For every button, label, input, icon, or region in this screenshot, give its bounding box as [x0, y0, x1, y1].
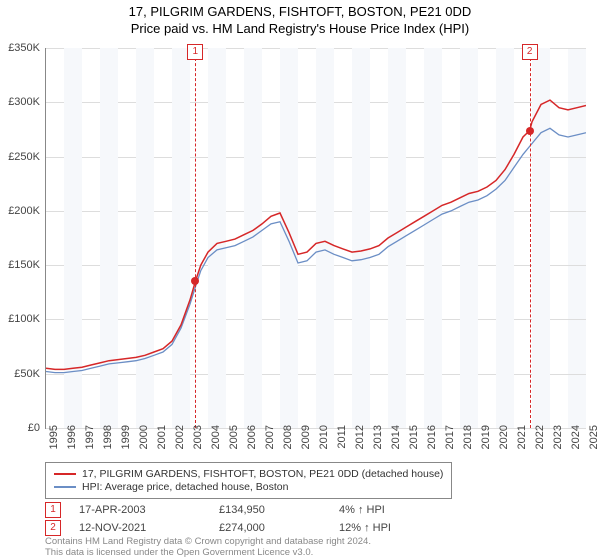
event-row-date: 12-NOV-2021 [79, 522, 219, 534]
x-tick-label: 1996 [66, 425, 78, 460]
x-tick-label: 2002 [174, 425, 186, 460]
x-tick-label: 2004 [210, 425, 222, 460]
x-tick-label: 2012 [354, 425, 366, 460]
chart-plot-area: 12 [45, 48, 586, 429]
x-tick-label: 1995 [48, 425, 60, 460]
x-tick-label: 2013 [372, 425, 384, 460]
y-tick-label: £250K [0, 151, 40, 163]
event-row-number: 1 [45, 502, 61, 518]
x-tick-label: 2021 [516, 425, 528, 460]
footer-attribution: Contains HM Land Registry data © Crown c… [45, 536, 371, 559]
x-tick-label: 2017 [444, 425, 456, 460]
x-tick-label: 2025 [588, 425, 600, 460]
event-marker-dot [191, 277, 199, 285]
x-tick-label: 2008 [282, 425, 294, 460]
x-tick-label: 2006 [246, 425, 258, 460]
x-tick-label: 1997 [84, 425, 96, 460]
x-tick-label: 2011 [336, 425, 348, 460]
event-marker-number: 2 [522, 44, 538, 60]
x-tick-label: 2009 [300, 425, 312, 460]
x-tick-label: 2022 [534, 425, 546, 460]
series-hpi [46, 128, 586, 372]
legend-swatch [54, 486, 76, 488]
legend-item: 17, PILGRIM GARDENS, FISHTOFT, BOSTON, P… [54, 468, 443, 480]
event-marker-number: 1 [187, 44, 203, 60]
event-marker-table: 1 17-APR-2003£134,9504% ↑ HPI 2 12-NOV-2021… [45, 500, 391, 538]
y-tick-label: £100K [0, 313, 40, 325]
x-tick-label: 2010 [318, 425, 330, 460]
x-tick-label: 2001 [156, 425, 168, 460]
x-tick-label: 2016 [426, 425, 438, 460]
event-row: 2 12-NOV-2021£274,00012% ↑ HPI [45, 520, 391, 536]
chart-title-address: 17, PILGRIM GARDENS, FISHTOFT, BOSTON, P… [0, 4, 600, 19]
x-tick-label: 2005 [228, 425, 240, 460]
event-row-number: 2 [45, 520, 61, 536]
y-tick-label: £50K [0, 368, 40, 380]
legend-swatch [54, 473, 76, 475]
y-tick-label: £150K [0, 259, 40, 271]
legend-label: HPI: Average price, detached house, Bost… [82, 481, 288, 493]
chart-subtitle: Price paid vs. HM Land Registry's House … [0, 21, 600, 36]
chart-legend: 17, PILGRIM GARDENS, FISHTOFT, BOSTON, P… [45, 462, 452, 499]
y-tick-label: £350K [0, 42, 40, 54]
footer-line2: This data is licensed under the Open Gov… [45, 547, 371, 558]
event-row-price: £134,950 [219, 504, 339, 516]
x-tick-label: 1999 [120, 425, 132, 460]
legend-label: 17, PILGRIM GARDENS, FISHTOFT, BOSTON, P… [82, 468, 443, 480]
x-tick-label: 1998 [102, 425, 114, 460]
event-marker-line [195, 48, 196, 428]
event-row-pct: 12% ↑ HPI [339, 522, 391, 534]
event-row: 1 17-APR-2003£134,9504% ↑ HPI [45, 502, 391, 518]
x-tick-label: 2020 [498, 425, 510, 460]
x-tick-label: 2003 [192, 425, 204, 460]
series-price_paid [46, 100, 586, 369]
x-tick-label: 2019 [480, 425, 492, 460]
y-tick-label: £0 [0, 422, 40, 434]
x-tick-label: 2023 [552, 425, 564, 460]
x-tick-label: 2015 [408, 425, 420, 460]
x-tick-label: 2024 [570, 425, 582, 460]
y-tick-label: £300K [0, 96, 40, 108]
event-row-price: £274,000 [219, 522, 339, 534]
y-tick-label: £200K [0, 205, 40, 217]
legend-item: HPI: Average price, detached house, Bost… [54, 481, 443, 493]
event-row-date: 17-APR-2003 [79, 504, 219, 516]
x-tick-label: 2000 [138, 425, 150, 460]
event-marker-line [530, 48, 531, 428]
x-tick-label: 2018 [462, 425, 474, 460]
x-tick-label: 2007 [264, 425, 276, 460]
x-tick-label: 2014 [390, 425, 402, 460]
chart-lines-svg [46, 48, 586, 428]
footer-line1: Contains HM Land Registry data © Crown c… [45, 536, 371, 547]
event-marker-dot [526, 127, 534, 135]
event-row-pct: 4% ↑ HPI [339, 504, 385, 516]
